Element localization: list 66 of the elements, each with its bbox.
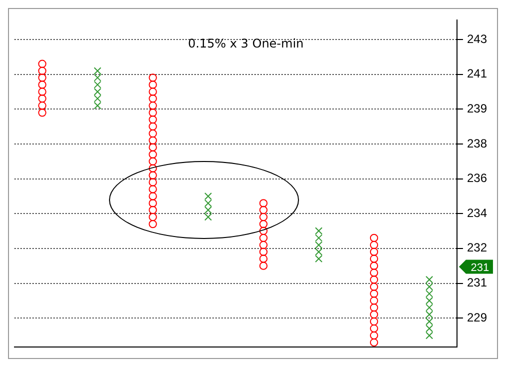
- point: [370, 331, 378, 340]
- point: [370, 254, 378, 263]
- point: [148, 157, 157, 166]
- point: [370, 282, 378, 291]
- y-tick-label: 241: [466, 66, 488, 81]
- point: [148, 192, 157, 200]
- point: [148, 108, 157, 117]
- point: [259, 199, 268, 208]
- point: [259, 206, 268, 214]
- point: [148, 212, 157, 222]
- point: [370, 234, 378, 242]
- point: [38, 102, 46, 110]
- point: [148, 88, 157, 96]
- point: [370, 324, 378, 333]
- point: [370, 268, 378, 277]
- point: [38, 60, 46, 68]
- point: [370, 248, 378, 256]
- point: [38, 108, 46, 117]
- y-tick-label: 232: [466, 240, 488, 255]
- point: [370, 262, 378, 270]
- point: [148, 136, 157, 145]
- point: [148, 178, 157, 186]
- point: [148, 102, 157, 110]
- point: [370, 240, 378, 250]
- point: [148, 94, 157, 103]
- point: [259, 212, 268, 222]
- point: [148, 185, 157, 194]
- point: [370, 338, 378, 347]
- point: [370, 276, 378, 284]
- point: [259, 248, 268, 256]
- point: [148, 206, 157, 214]
- y-tick-label: 234: [466, 206, 488, 220]
- point: [148, 143, 157, 152]
- point: [370, 303, 378, 312]
- point: [148, 171, 157, 180]
- point: [259, 254, 268, 263]
- point: [148, 122, 157, 131]
- point: [38, 88, 46, 96]
- point: [370, 310, 378, 319]
- point: [38, 74, 46, 82]
- point: [38, 94, 46, 103]
- point: [148, 199, 157, 208]
- point: [38, 80, 46, 89]
- point: [148, 220, 157, 228]
- y-tick-label: 229: [466, 310, 488, 324]
- y-tick-label: 239: [466, 101, 488, 116]
- point: [259, 226, 268, 235]
- point: [370, 296, 378, 305]
- point: [259, 262, 268, 270]
- point: [370, 317, 378, 326]
- point: [259, 220, 268, 228]
- point: [259, 240, 268, 250]
- point: [259, 234, 268, 242]
- point: [148, 115, 157, 124]
- point: [148, 150, 157, 159]
- text: 0.15% x 3 One-min: [188, 36, 304, 50]
- point: [370, 290, 378, 298]
- y-tick-label: 236: [466, 171, 488, 186]
- y-tick-label: 243: [466, 32, 488, 46]
- point: [148, 129, 157, 138]
- y-tick-label: 231: [466, 276, 488, 290]
- point: [148, 164, 157, 172]
- point: [148, 80, 157, 89]
- y-tick-label: 238: [466, 136, 488, 150]
- point: [148, 74, 157, 82]
- point: [38, 66, 46, 75]
